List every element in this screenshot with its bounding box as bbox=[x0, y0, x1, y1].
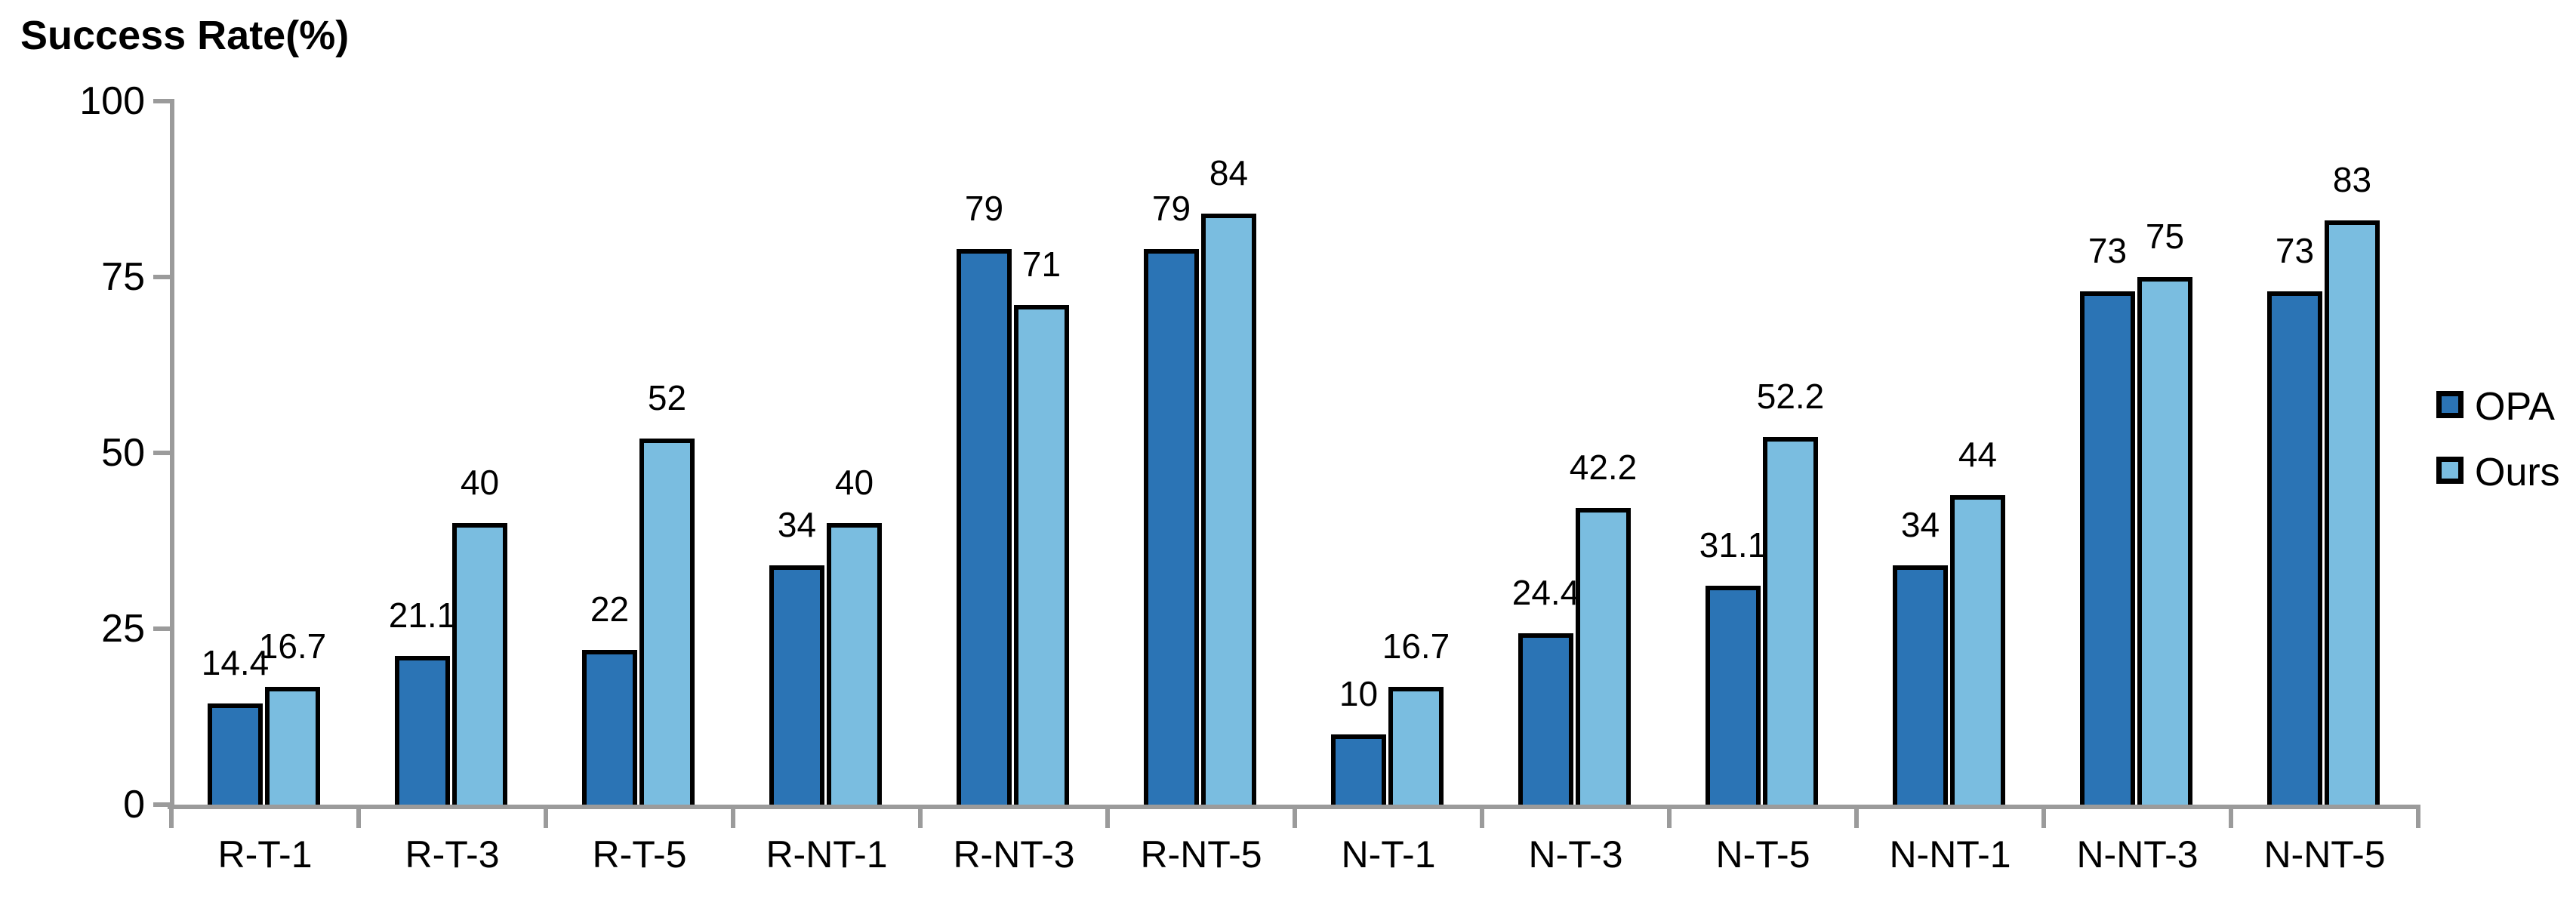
bar-opa-r-t-3 bbox=[395, 656, 450, 805]
category-label-n-nt-3: N-NT-3 bbox=[2076, 833, 2199, 876]
data-label-ours-r-t-3: 40 bbox=[460, 463, 500, 502]
x-axis-line bbox=[168, 805, 2420, 809]
y-tick-label-0: 0 bbox=[123, 783, 145, 827]
x-axis-tick bbox=[2229, 809, 2233, 828]
x-axis-tick bbox=[1480, 809, 1484, 828]
y-axis-tick bbox=[153, 802, 171, 807]
data-label-opa-n-t-3: 24.4 bbox=[1511, 573, 1580, 612]
category-label-n-t-3: N-T-3 bbox=[1528, 833, 1623, 876]
x-axis-tick bbox=[1293, 809, 1297, 828]
data-label-opa-n-t-5: 31.1 bbox=[1699, 525, 1767, 565]
category-label-n-t-1: N-T-1 bbox=[1341, 833, 1436, 876]
category-label-n-nt-1: N-NT-1 bbox=[1889, 833, 2011, 876]
x-axis-tick bbox=[1854, 809, 1859, 828]
category-label-r-t-3: R-T-3 bbox=[405, 833, 500, 876]
category-label-r-nt-5: R-NT-5 bbox=[1140, 833, 1262, 876]
data-label-opa-r-t-3: 21.1 bbox=[388, 596, 457, 635]
data-label-ours-n-nt-3: 75 bbox=[2145, 217, 2185, 256]
y-tick-label-100: 100 bbox=[79, 79, 145, 123]
y-axis-tick bbox=[153, 626, 171, 631]
bar-opa-n-t-5 bbox=[1706, 586, 1761, 805]
bar-ours-r-t-5 bbox=[639, 439, 695, 805]
bar-opa-r-nt-3 bbox=[957, 249, 1012, 805]
x-axis-tick bbox=[169, 809, 174, 828]
data-label-ours-r-t-1: 16.7 bbox=[258, 626, 327, 666]
data-label-opa-n-nt-3: 73 bbox=[2088, 231, 2128, 270]
bar-ours-r-nt-3 bbox=[1014, 305, 1069, 805]
bar-opa-r-t-1 bbox=[208, 703, 263, 805]
bar-ours-n-t-3 bbox=[1576, 508, 1631, 805]
bar-opa-n-nt-1 bbox=[1893, 565, 1948, 805]
y-tick-label-25: 25 bbox=[101, 607, 145, 651]
data-label-ours-r-nt-3: 71 bbox=[1021, 245, 1062, 284]
data-label-opa-n-t-1: 10 bbox=[1339, 674, 1379, 713]
category-label-n-nt-5: N-NT-5 bbox=[2263, 833, 2386, 876]
y-axis-tick bbox=[153, 275, 171, 279]
bar-opa-r-t-5 bbox=[582, 650, 637, 805]
x-axis-tick bbox=[731, 809, 735, 828]
y-axis-line bbox=[170, 99, 174, 809]
bar-ours-r-t-1 bbox=[265, 687, 320, 805]
x-axis-tick bbox=[1105, 809, 1110, 828]
data-label-opa-r-nt-5: 79 bbox=[1151, 189, 1191, 228]
legend-label-opa: OPA bbox=[2475, 385, 2555, 429]
x-axis-tick bbox=[2041, 809, 2046, 828]
bar-opa-n-t-3 bbox=[1518, 633, 1573, 805]
bar-ours-n-t-5 bbox=[1763, 437, 1818, 805]
category-label-r-nt-1: R-NT-1 bbox=[766, 833, 888, 876]
data-label-ours-r-nt-1: 40 bbox=[834, 463, 874, 502]
y-tick-label-75: 75 bbox=[101, 255, 145, 299]
data-label-ours-n-t-5: 52.2 bbox=[1756, 377, 1825, 416]
data-label-opa-r-nt-1: 34 bbox=[777, 505, 817, 544]
data-label-opa-r-t-5: 22 bbox=[590, 589, 630, 629]
bar-opa-n-t-1 bbox=[1331, 734, 1386, 805]
data-label-ours-r-t-5: 52 bbox=[647, 378, 687, 417]
data-label-opa-r-t-1: 14.4 bbox=[201, 643, 270, 682]
data-label-ours-n-t-3: 42.2 bbox=[1569, 448, 1638, 487]
data-label-ours-n-nt-5: 83 bbox=[2332, 160, 2372, 199]
bar-opa-n-nt-3 bbox=[2080, 291, 2135, 805]
y-axis-tick bbox=[153, 451, 171, 455]
bar-ours-n-t-1 bbox=[1388, 687, 1444, 805]
bar-ours-r-t-3 bbox=[452, 523, 507, 805]
bar-ours-r-nt-1 bbox=[827, 523, 882, 805]
category-label-r-t-5: R-T-5 bbox=[592, 833, 687, 876]
category-label-n-t-5: N-T-5 bbox=[1715, 833, 1810, 876]
bar-ours-r-nt-5 bbox=[1201, 214, 1256, 805]
bar-ours-n-nt-5 bbox=[2325, 220, 2380, 805]
x-axis-tick bbox=[2416, 809, 2420, 828]
data-label-ours-n-nt-1: 44 bbox=[1958, 435, 1998, 474]
data-label-ours-n-t-1: 16.7 bbox=[1382, 626, 1450, 666]
x-axis-tick bbox=[356, 809, 361, 828]
y-tick-label-50: 50 bbox=[101, 431, 145, 475]
chart-title: Success Rate(%) bbox=[20, 13, 350, 58]
data-label-opa-n-nt-5: 73 bbox=[2275, 231, 2315, 270]
y-axis-tick bbox=[153, 99, 171, 103]
legend-swatch-ours bbox=[2436, 457, 2464, 484]
x-axis-tick bbox=[918, 809, 923, 828]
category-label-r-nt-3: R-NT-3 bbox=[953, 833, 1075, 876]
bar-opa-r-nt-1 bbox=[769, 565, 824, 805]
bar-ours-n-nt-1 bbox=[1950, 495, 2005, 805]
category-label-r-t-1: R-T-1 bbox=[217, 833, 313, 876]
data-label-opa-r-nt-3: 79 bbox=[964, 189, 1004, 228]
bar-opa-r-nt-5 bbox=[1144, 249, 1199, 805]
x-axis-tick bbox=[1667, 809, 1672, 828]
legend-label-ours: Ours bbox=[2475, 451, 2560, 494]
data-label-opa-n-nt-1: 34 bbox=[1900, 505, 1940, 544]
bar-ours-n-nt-3 bbox=[2137, 277, 2192, 805]
x-axis-tick bbox=[544, 809, 548, 828]
bar-opa-n-nt-5 bbox=[2267, 291, 2322, 805]
data-label-ours-r-nt-5: 84 bbox=[1209, 153, 1249, 192]
legend-swatch-opa bbox=[2436, 391, 2464, 418]
